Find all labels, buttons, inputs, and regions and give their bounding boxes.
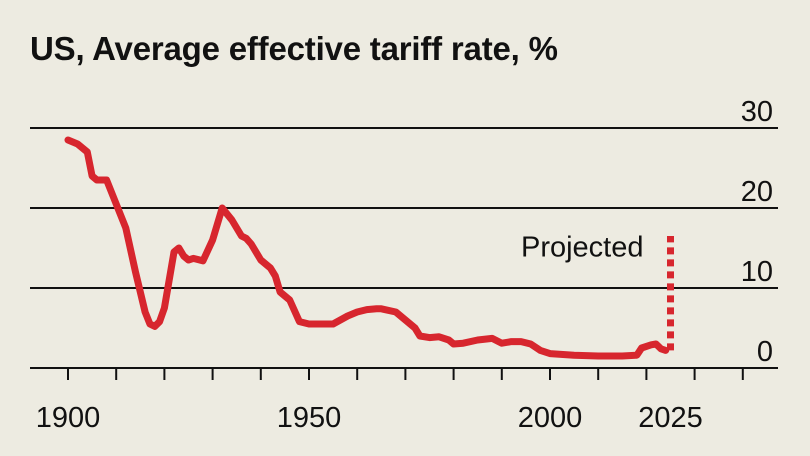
x-tick-label-1900: 1900	[36, 402, 101, 434]
series-group	[64, 136, 674, 360]
tariff-rate-line	[64, 136, 670, 360]
chart-title: US, Average effective tariff rate, %	[30, 30, 558, 67]
x-tick-label-1950: 1950	[277, 402, 342, 434]
y-tick-label-30: 30	[741, 96, 773, 128]
x-axis: 1900 1950 2000 2025	[30, 367, 778, 434]
x-tick-label-2025: 2025	[638, 402, 703, 434]
x-tick-label-2000: 2000	[518, 402, 583, 434]
annotation-projected: Projected	[521, 231, 644, 263]
y-tick-label-10: 10	[741, 256, 773, 288]
y-axis-tick-labels: 0 10 20 30	[741, 96, 773, 368]
y-tick-label-20: 20	[741, 176, 773, 208]
y-tick-label-0: 0	[757, 336, 773, 368]
gridlines	[30, 127, 778, 289]
annotations: Projected	[521, 231, 644, 263]
